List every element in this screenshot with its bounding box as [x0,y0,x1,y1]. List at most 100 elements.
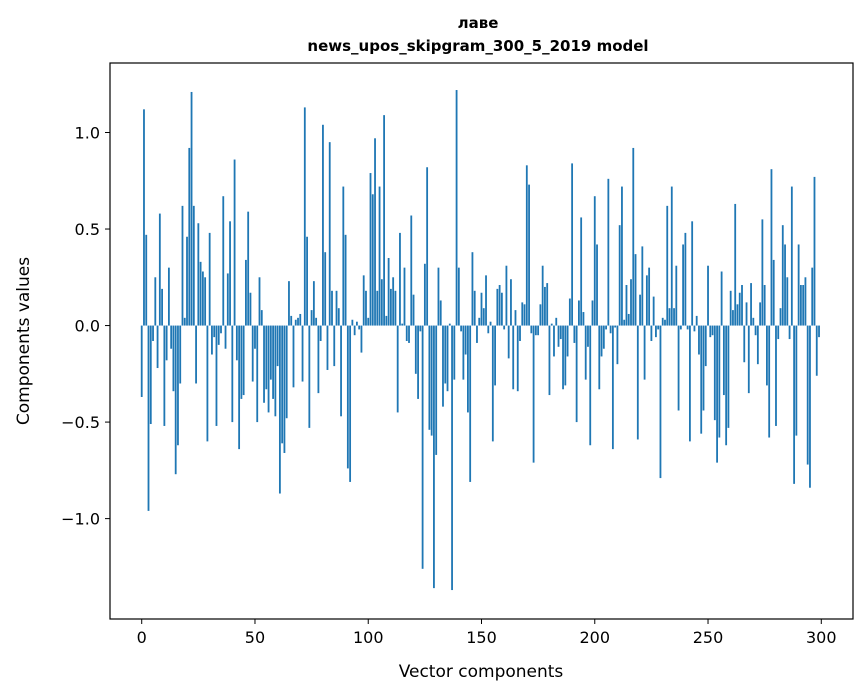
bar-component-135 [446,325,449,392]
bar-component-257 [722,325,725,396]
bar-component-145 [469,325,472,482]
bar-component-103 [374,138,376,326]
bar-component-75 [310,310,313,326]
bar-component-222 [643,325,646,380]
x-tick-label: 50 [245,628,265,647]
bar-component-169 [523,304,526,326]
bar-component-130 [435,325,438,455]
bar-component-19 [183,317,186,326]
bar-component-185 [559,325,562,340]
bar-component-26 [199,261,202,326]
y-axis-ticks: −1.0 −0.5 0.0 0.5 1.0 [61,124,110,529]
bar-component-253 [713,325,716,421]
bar-component-0 [140,325,143,397]
y-axis-label: Components values [14,257,34,425]
y-tick-label: −0.5 [61,413,100,432]
bar-component-225 [650,325,653,341]
x-tick-label: 0 [137,628,147,647]
bar-component-101 [369,173,372,326]
bar-component-109 [387,257,390,326]
bar-component-273 [759,302,762,326]
bar-component-11 [165,325,168,361]
bar-component-193 [578,300,580,326]
bar-component-209 [614,325,617,328]
bar-component-239 [682,244,685,326]
bar-component-29 [206,325,209,442]
bar-component-171 [528,184,530,326]
bar-component-175 [537,325,540,336]
bar-component-141 [460,325,463,332]
bar-component-87 [337,308,340,326]
bar-component-268 [747,325,750,394]
bar-component-5 [152,325,154,341]
bar-component-245 [695,315,698,326]
bar-component-56 [267,325,270,413]
bar-component-107 [383,115,385,326]
bar-component-76 [312,281,315,326]
bar-component-105 [378,186,381,326]
bar-component-226 [652,296,655,326]
bar-component-159 [500,292,503,326]
x-tick-label: 200 [579,628,610,647]
bar-component-284 [784,244,786,326]
bar-component-224 [648,267,651,326]
bar-component-176 [539,304,542,326]
bar-component-18 [181,205,184,326]
bar-component-167 [519,325,521,341]
bar-component-89 [342,186,345,326]
bar-component-88 [340,325,342,417]
bar-component-293 [804,277,807,326]
bar-component-266 [743,325,746,363]
plot-frame [109,62,854,620]
bar-component-286 [788,325,791,340]
bar-component-249 [704,325,707,367]
bar-component-181 [550,323,553,326]
bar-component-27 [201,271,204,326]
bar-component-47 [247,211,250,326]
bar-component-115 [401,323,404,326]
bar-component-261 [732,310,734,326]
bar-component-55 [265,325,268,390]
bar-component-213 [623,319,626,326]
bar-component-119 [410,215,413,326]
bar-component-182 [553,325,555,357]
bar-component-189 [568,298,571,326]
bar-component-278 [770,169,773,326]
bar-component-24 [195,325,197,384]
bar-component-133 [442,325,444,407]
bar-component-218 [634,254,637,326]
bar-component-3 [147,325,150,511]
bar-component-275 [763,285,766,326]
bar-component-192 [575,325,578,423]
bar-component-153 [487,325,490,334]
bar-component-100 [367,317,370,326]
bar-component-39 [229,221,231,326]
bar-component-138 [453,325,456,380]
bar-component-277 [768,325,771,438]
bar-component-234 [670,186,673,326]
bar-component-122 [417,325,419,399]
bar-component-38 [226,273,229,326]
bar-component-32 [213,325,216,338]
bar-component-36 [222,196,225,326]
bar-component-187 [564,325,567,386]
bar-component-34 [217,325,220,345]
bar-component-91 [346,325,349,469]
bar-component-288 [793,325,796,484]
bar-component-295 [809,325,811,488]
bar-component-54 [263,325,265,403]
bar-component-269 [750,283,752,326]
bar-component-68 [294,319,297,326]
bar-component-110 [389,288,392,326]
bar-component-243 [691,221,694,326]
bar-component-164 [512,325,515,390]
bar-component-128 [430,325,433,436]
bar-component-299 [818,325,820,338]
bar-component-195 [582,312,585,326]
bar-component-283 [781,225,784,326]
bar-component-120 [412,294,415,326]
bar-component-104 [376,290,379,326]
bar-component-113 [396,325,399,413]
bar-component-45 [242,325,245,396]
bar-component-229 [659,325,662,479]
